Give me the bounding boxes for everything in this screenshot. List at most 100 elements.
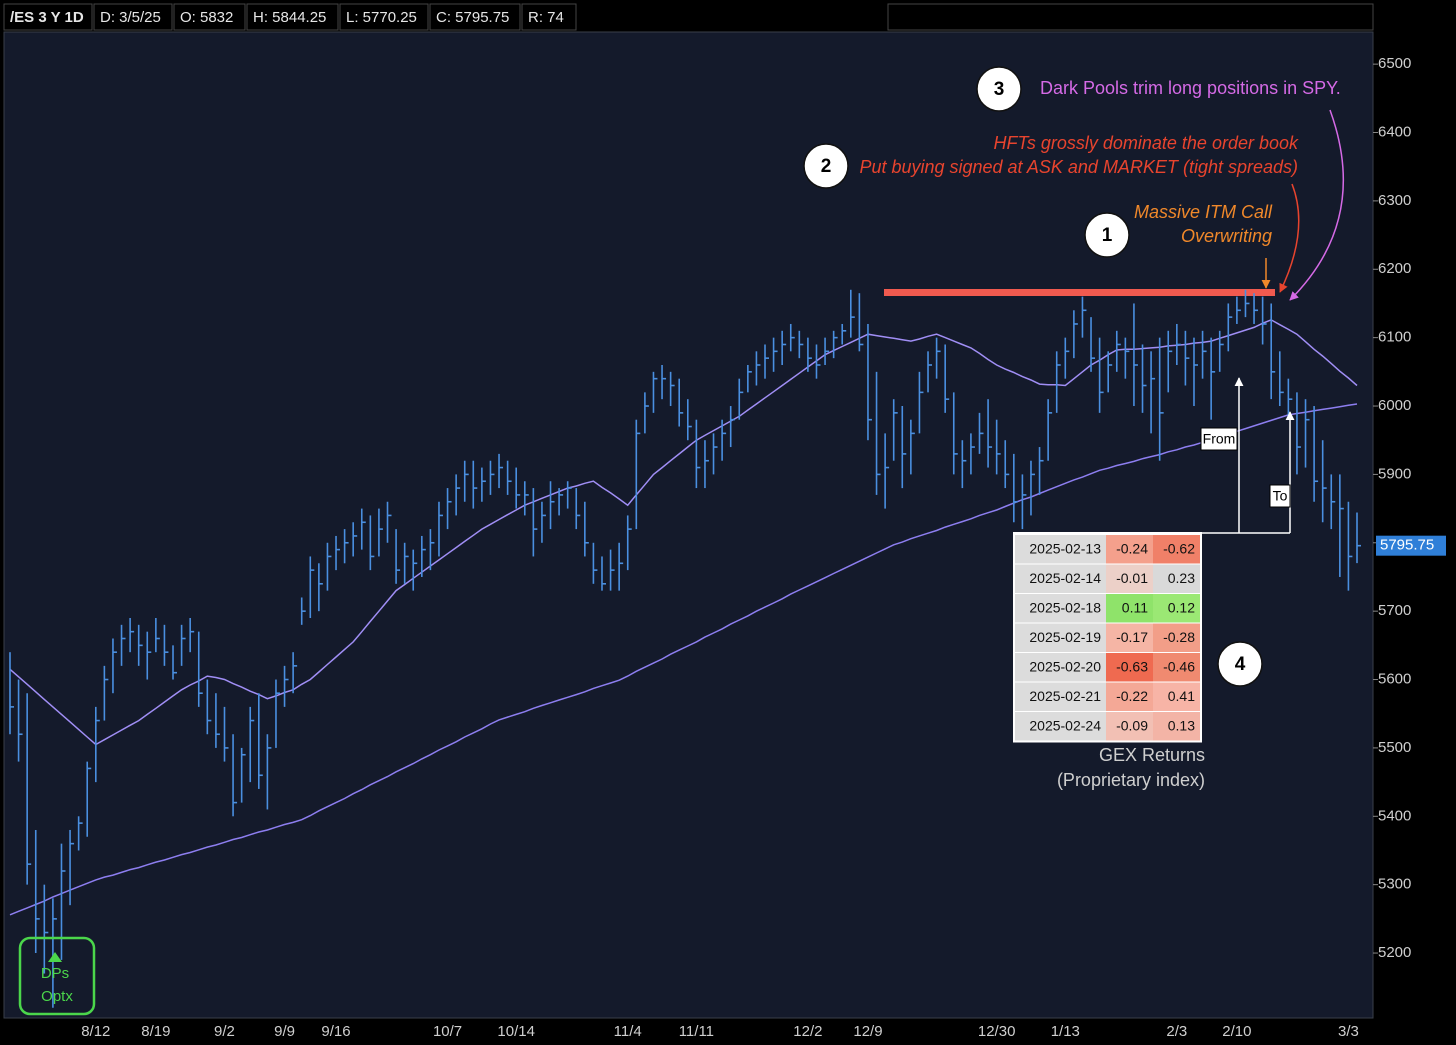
table-cell [1106,535,1153,564]
signal-label: Optx [41,988,73,1005]
header-item: D: 3/5/25 [100,9,161,26]
header-cell [93,3,173,31]
table-cell-text: -0.22 [1116,688,1148,704]
header-cell [173,3,246,31]
y-tick-label: 6500 [1378,55,1411,72]
y-tick-label: 6400 [1378,123,1411,140]
header-item: O: 5832 [180,9,233,26]
annotation-text: HFTs grossly dominate the order book [994,133,1299,153]
table-cell-text: 2025-02-20 [1029,658,1101,674]
table-cell [1015,623,1106,652]
to-label: To [1273,488,1288,504]
from-label: From [1203,431,1236,447]
table-cell-text: 0.13 [1168,717,1195,733]
table-cell-text: -0.63 [1116,658,1148,674]
table-cell [1015,564,1106,593]
x-tick-label: 11/4 [614,1023,642,1040]
table-cell-text: 2025-02-21 [1029,688,1101,704]
x-tick-label: 2/10 [1222,1023,1251,1040]
y-tick-label: 5300 [1378,876,1411,893]
table-cell-text: 0.23 [1168,570,1195,586]
header-cell [339,3,429,31]
table-cell-text: 2025-02-24 [1029,717,1101,733]
y-tick-label: 5900 [1378,465,1411,482]
table-cell-text: 2025-02-13 [1029,540,1101,556]
x-tick-label: 8/12 [81,1023,110,1040]
x-tick-label: 9/16 [321,1023,350,1040]
table-cell-text: -0.09 [1116,717,1148,733]
table-cell [1106,594,1153,623]
header: /ES 3 Y 1D D: 3/5/25 O: 5832 H: 5844.25 L: 5… [3,3,577,31]
header-item: R: 74 [528,9,564,26]
x-tick-label: 3/3 [1338,1023,1359,1040]
marker-circle [1217,641,1263,687]
header-item: H: 5844.25 [253,9,326,26]
table-cell [1106,712,1153,741]
y-tick-label: 6000 [1378,397,1411,414]
annotation-text: Put buying signed at ASK and MARKET (tig… [859,157,1298,177]
table-caption: (Proprietary index) [1057,770,1205,790]
y-tick-label: 5600 [1378,671,1411,688]
x-tick-label: 2/3 [1166,1023,1187,1040]
table-cell [1015,535,1106,564]
table-cell [1153,594,1200,623]
x-tick-label: 1/13 [1051,1023,1080,1040]
table-cell [1015,594,1106,623]
table-cell [1015,653,1106,682]
y-tick-label: 5200 [1378,944,1411,961]
table-cell [1153,564,1200,593]
table-cell-text: -0.01 [1116,570,1148,586]
y-tick-label: 6300 [1378,192,1411,209]
y-tick-label: 5500 [1378,739,1411,756]
table-cell-text: -0.24 [1116,540,1148,556]
last-price-label: 5795.75 [1380,537,1434,554]
plot: 5200530054005500560057005800590060006100… [9,55,1446,1040]
marker-number: 1 [1102,225,1113,246]
header-spacer [887,3,1374,31]
plot-area [3,31,1374,1019]
table-cell [1153,653,1200,682]
table-cell [1106,653,1153,682]
table-caption: GEX Returns [1099,745,1205,765]
x-tick-label: 12/2 [793,1023,822,1040]
marker-number: 3 [994,79,1005,100]
label-box [1200,427,1238,451]
table-cell [1106,564,1153,593]
table-cell [1106,682,1153,711]
table-cell-text: -0.46 [1163,658,1195,674]
annotation-text: Overwriting [1181,226,1272,246]
header-cell [521,3,577,31]
table-cell [1153,535,1200,564]
y-tick-label: 5400 [1378,807,1411,824]
gex-table: 2025-02-13 -0.24 -0.62 2025-02-14 -0.01 0.23 2… [1013,532,1202,743]
x-tick-label: 8/19 [141,1023,170,1040]
header-item: L: 5770.25 [346,9,417,26]
table-cell [1106,623,1153,652]
table-cell-text: -0.17 [1116,629,1148,645]
table-cell-text: 0.12 [1168,599,1195,615]
marker-number: 4 [1235,654,1246,675]
table-cell-text: 0.41 [1168,688,1195,704]
header-cell [3,3,93,31]
table-cell-text: 0.11 [1122,599,1148,615]
signal-box [18,936,96,1016]
annotation-text: Dark Pools trim long positions in SPY. [1040,78,1341,98]
x-tick-label: 9/2 [214,1023,235,1040]
last-price-box [1376,535,1446,556]
arrow [1279,183,1300,293]
moving-average [9,319,1358,746]
marker-circle [1084,212,1130,258]
table-cell-text: -0.28 [1163,629,1195,645]
label-box [1269,484,1291,508]
x-tick-label: 11/11 [679,1023,714,1040]
table-cell-text: 2025-02-18 [1029,599,1101,615]
annotation-text: Massive ITM Call [1134,202,1273,222]
table-cell [1153,682,1200,711]
table-cell [1015,712,1106,741]
table-cell-text: 2025-02-14 [1029,570,1101,586]
x-tick-label: 12/9 [853,1023,882,1040]
header-item: /ES 3 Y 1D [10,9,84,26]
signal-arrow [48,952,62,962]
marker-number: 2 [821,156,832,177]
